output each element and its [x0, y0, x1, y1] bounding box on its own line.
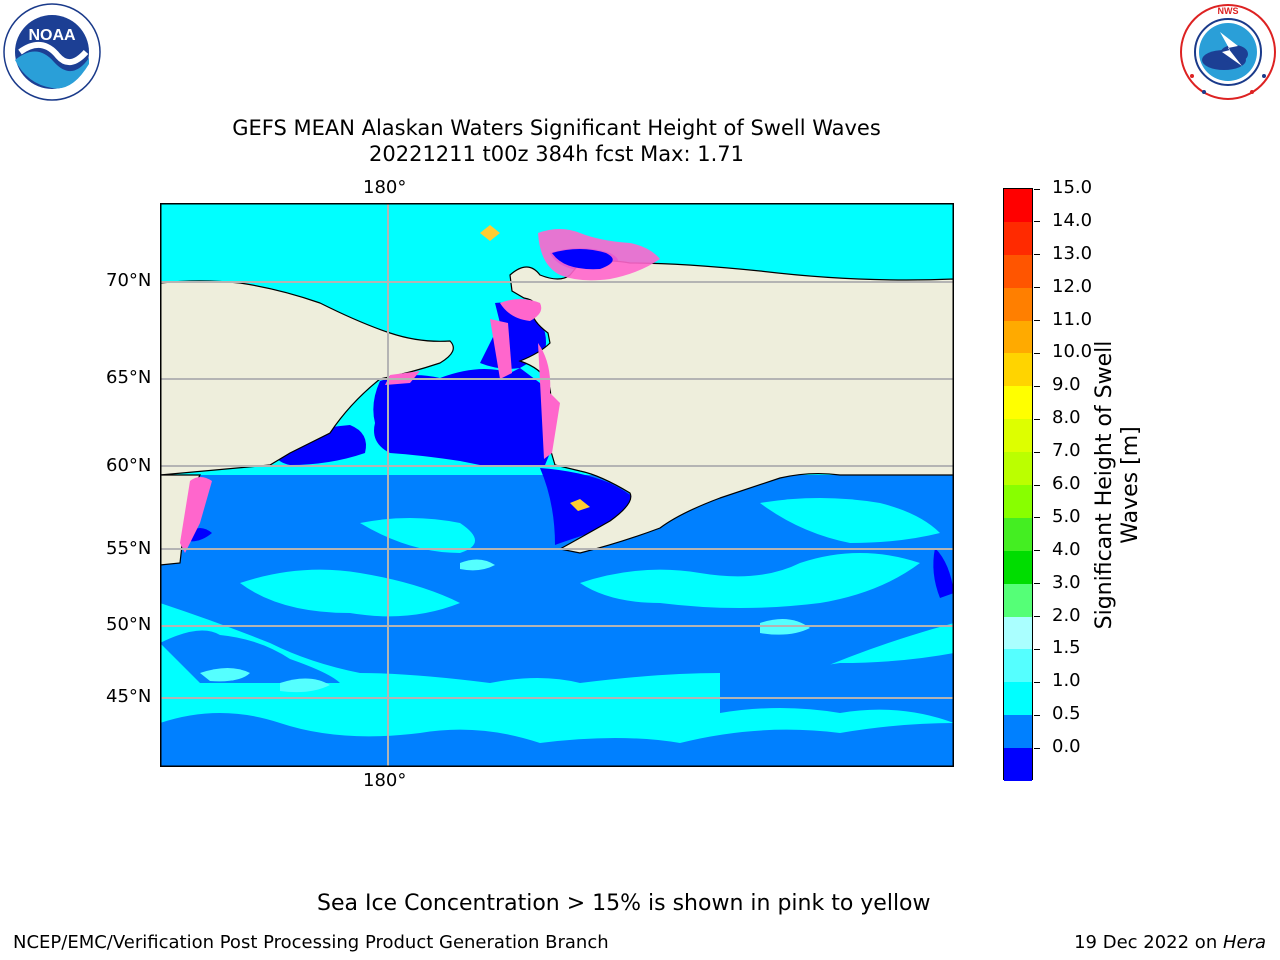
- colorbar-tick: [1034, 616, 1040, 618]
- colorbar-segment: [1004, 353, 1032, 387]
- colorbar-segment: [1004, 583, 1032, 618]
- chart-title-line1: GEFS MEAN Alaskan Waters Significant Hei…: [232, 116, 881, 140]
- colorbar-tick-label: 15.0: [1052, 177, 1093, 198]
- colorbar-title-line1: Significant Height of Swell: [1092, 340, 1117, 630]
- colorbar-tick: [1034, 648, 1040, 650]
- colorbar-tick-label: 5.0: [1052, 505, 1081, 527]
- colorbar-tick-label: 13.0: [1052, 242, 1093, 264]
- colorbar-title-line2: Waves [m]: [1118, 426, 1143, 544]
- colorbar-segment: [1004, 715, 1032, 749]
- colorbar-tick-label: 1.5: [1052, 637, 1081, 659]
- colorbar-tick: [1034, 287, 1040, 289]
- colorbar-tick: [1034, 418, 1040, 420]
- chart-title-line2: 20221211 t00z 384h fcst Max: 1.71: [369, 142, 744, 166]
- lon-label-top: 180°: [363, 177, 407, 198]
- footer-right: 19 Dec 2022 on Hera: [1074, 933, 1266, 953]
- colorbar-segment: [1004, 616, 1032, 650]
- colorbar-tick: [1034, 188, 1040, 190]
- swell-field-0.0-0.5: [188, 248, 954, 598]
- colorbar-tick-label: 0.0: [1052, 736, 1081, 758]
- map-svg: [159, 203, 955, 767]
- swell-field-1.5-2.0: [200, 559, 810, 693]
- nws-logo: NWS: [1178, 2, 1278, 102]
- colorbar-tick-labels: 15.0 14.0 13.0 12.0 11.0 10.0 9.0 8.0 7.0 6.0 5.0 4…: [1052, 0, 1112, 960]
- colorbar-segment: [1004, 419, 1032, 453]
- colorbar-tick-label: 1.0: [1052, 670, 1081, 692]
- svg-text:NWS: NWS: [1218, 6, 1239, 16]
- colorbar-tick: [1034, 320, 1040, 322]
- colorbar-tick-label: 4.0: [1052, 538, 1081, 560]
- colorbar-segment: [1004, 221, 1032, 256]
- colorbar-segment: [1004, 682, 1032, 716]
- colorbar-tick: [1034, 550, 1040, 552]
- colorbar-segment: [1004, 452, 1032, 486]
- colorbar-tick: [1034, 747, 1040, 749]
- colorbar-segment: [1004, 320, 1032, 354]
- colorbar-tick: [1034, 484, 1040, 486]
- colorbar-tick: [1034, 583, 1040, 585]
- lat-label-70: 70°N: [106, 270, 152, 291]
- sea-ice: [180, 225, 660, 553]
- colorbar-segment: [1004, 386, 1032, 420]
- graticule: [160, 203, 954, 767]
- colorbar-tick: [1034, 221, 1040, 223]
- colorbar-segment: [1004, 550, 1032, 585]
- colorbar-tick: [1034, 517, 1040, 519]
- colorbar-tick-label: 3.0: [1052, 571, 1081, 593]
- colorbar-segment: [1004, 517, 1032, 552]
- swell-field-0.5-1.0: [160, 475, 954, 767]
- colorbar-tick-label: 0.5: [1052, 703, 1081, 725]
- lat-label-60: 60°N: [106, 455, 152, 476]
- colorbar-tick-label: 7.0: [1052, 440, 1081, 462]
- colorbar-segment: [1004, 189, 1032, 223]
- lat-label-50: 50°N: [106, 614, 152, 635]
- colorbar-tick: [1034, 385, 1040, 387]
- colorbar-segment: [1004, 748, 1032, 782]
- colorbar-tick-label: 12.0: [1052, 275, 1093, 297]
- colorbar-tick-label: 2.0: [1052, 604, 1081, 626]
- sea-ice-note: Sea Ice Concentration > 15% is shown in …: [317, 891, 931, 916]
- colorbar-tick-label: 9.0: [1052, 374, 1081, 396]
- colorbar-tick: [1034, 352, 1040, 354]
- footer-left: NCEP/EMC/Verification Post Processing Pr…: [13, 932, 609, 953]
- colorbar-tick: [1034, 254, 1040, 256]
- lon-label-bottom: 180°: [363, 770, 407, 791]
- lat-label-65: 65°N: [106, 367, 152, 388]
- lat-label-55: 55°N: [106, 538, 152, 559]
- colorbar-tick-label: 10.0: [1052, 341, 1093, 363]
- colorbar-tick: [1034, 681, 1040, 683]
- map-panel: [159, 203, 955, 767]
- colorbar-title: Significant Height of Swell Waves [m]: [1092, 341, 1144, 630]
- noaa-logo-text: NOAA: [28, 27, 76, 44]
- colorbar-tick-label: 6.0: [1052, 473, 1081, 494]
- colorbar-tick-label: 8.0: [1052, 407, 1081, 429]
- colorbar-tick: [1034, 451, 1040, 453]
- colorbar-segment: [1004, 485, 1032, 519]
- colorbar-segment: [1004, 287, 1032, 322]
- footer-machine: Hera: [1222, 932, 1266, 953]
- colorbar-segment: [1004, 649, 1032, 683]
- footer-date: 19 Dec 2022 on: [1074, 932, 1223, 953]
- noaa-logo: NOAA: [2, 2, 102, 102]
- lat-label-45: 45°N: [106, 686, 152, 707]
- swell-field-1.0-1.5-patches: [240, 498, 940, 720]
- colorbar-tick-label: 14.0: [1052, 209, 1093, 231]
- colorbar-tick-label: 11.0: [1052, 308, 1093, 330]
- colorbar: [1003, 188, 1040, 782]
- colorbar-segment: [1004, 254, 1032, 289]
- colorbar-tick: [1034, 714, 1040, 716]
- alaska-landmass: [509, 260, 955, 554]
